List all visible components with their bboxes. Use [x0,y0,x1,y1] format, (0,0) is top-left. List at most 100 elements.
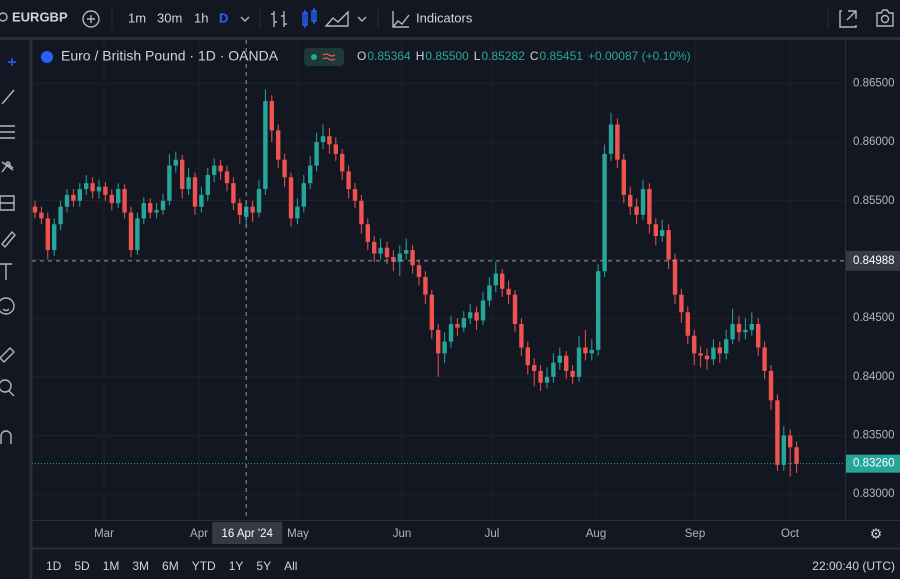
interval[interactable]: 1m [128,10,146,25]
y-tick-label: 0.84000 [853,371,895,383]
legend-change: +0.00087 (+0.10%) [588,49,691,63]
range-button[interactable]: 5Y [256,559,271,573]
candle-body [660,230,665,236]
candle-body [320,136,326,143]
candles-icon[interactable] [302,8,317,28]
bottom-bar: 1D 5D 1M 3M 6M YTD 1Y 5Y All 22:00:40 (UTC) [46,559,895,573]
range-button[interactable]: 1M [103,559,120,573]
range-button[interactable]: 3M [132,559,149,573]
indicators-button[interactable]: Indicators [416,10,473,25]
compare-button[interactable] [82,10,100,28]
candle-body [141,203,146,219]
candle-body [250,206,255,213]
candle-body [589,349,594,354]
candle-body [39,212,44,219]
candle-body [519,324,524,348]
last-price-box [846,454,900,473]
y-tick-label: 0.84500 [853,312,895,324]
range-button[interactable]: YTD [192,559,216,573]
candle-body [692,335,697,354]
candle-body [276,130,281,160]
chart-type-dropdown[interactable] [357,16,367,22]
candle-body [621,159,626,195]
y-tick-label: 0.86000 [853,136,895,148]
bars-icon[interactable] [271,11,287,27]
range-button[interactable]: 1Y [229,559,244,573]
candle-body [551,362,556,377]
candle-body [372,241,377,254]
interval[interactable]: 30m [157,10,182,25]
plot: 0.865000.860000.855000.850000.845000.840… [32,40,900,544]
candle-body [90,183,95,192]
candle-body [404,250,409,254]
y-tick-label: 0.83000 [853,488,895,500]
candle-body [500,273,505,289]
candle-body [199,194,204,207]
candle-body [532,365,537,371]
snapshot-lens [880,14,890,24]
candle-body [77,189,82,201]
candle-body [564,355,569,371]
candle-body [167,165,172,201]
candle-body [109,194,114,204]
range-button[interactable]: 1D [46,559,62,573]
last-price-label: 0.83260 [853,458,895,470]
market-status-dot [311,54,317,60]
range-button[interactable]: All [284,559,297,573]
indicators-icon[interactable] [392,11,410,28]
crosshair-price-label: 0.84988 [853,255,895,267]
candle-body [423,277,428,295]
candle-body [288,177,294,219]
candle-body [698,353,703,356]
candle-body [480,300,486,321]
candle-body [32,206,38,213]
settings-icon[interactable]: ⚙ [870,526,883,542]
x-tick-label: Apr [190,528,208,540]
legend-key: C [530,49,539,63]
chart-title: Euro / British Pound · 1D · OANDA [61,48,279,64]
drawing-tools[interactable] [0,58,16,444]
legend-value: 0.85451 [540,49,584,63]
candle-body [762,347,767,371]
candle-body [711,347,716,360]
legend-value: 0.85282 [481,49,525,63]
x-tick-label: May [287,528,309,540]
candle-body [365,224,370,242]
search-icon[interactable] [0,12,8,22]
candle-body [756,324,761,348]
market-status-icon [322,53,336,61]
candle-body [685,312,690,336]
candle-body [314,142,319,166]
candle-body [653,224,658,236]
y-tick-label: 0.86500 [853,77,895,89]
candle-body [96,186,102,192]
symbol[interactable]: EURGBP [12,9,68,24]
candle-body [640,189,646,215]
snapshot-icon[interactable] [876,9,894,27]
candle-body [160,200,166,211]
candle-body [269,101,274,131]
candle-body [781,435,786,465]
candle-body [487,285,492,301]
candle-body [666,230,671,260]
crosshair-price-box [846,250,900,271]
legend-key: L [474,49,481,63]
interval-active[interactable]: D [219,10,228,25]
interval[interactable]: 1h [194,10,208,25]
candle-body [256,189,262,213]
candle-body [576,347,582,377]
candle-body [442,341,447,354]
symbol-flag [41,51,53,63]
market-status[interactable] [304,48,344,66]
candle-body [128,212,134,251]
candle-body [333,144,338,154]
candle-body [608,124,614,154]
candle-body [570,370,575,377]
area-icon[interactable] [324,10,349,27]
crosshair-date-box [212,522,283,544]
range-button[interactable]: 5D [74,559,90,573]
interval-dropdown[interactable] [240,16,250,22]
fullscreen-icon[interactable] [839,10,857,28]
range-button[interactable]: 6M [162,559,179,573]
candle-body [71,194,76,201]
